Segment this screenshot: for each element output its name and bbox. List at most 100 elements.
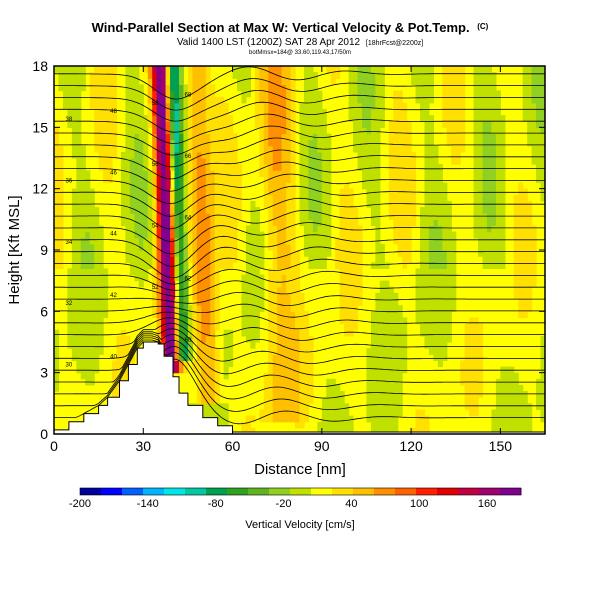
heat-cell — [89, 102, 95, 110]
heat-cell — [161, 84, 167, 92]
heat-cell — [527, 415, 533, 423]
heat-cell — [420, 292, 426, 300]
heat-cell — [375, 329, 381, 337]
heat-cell — [397, 158, 403, 165]
heat-cell — [482, 237, 488, 245]
heat-cell — [437, 317, 443, 325]
heat-cell — [205, 182, 211, 190]
heat-cell — [228, 231, 234, 239]
heat-cell — [286, 311, 292, 319]
heat-cell — [478, 323, 484, 331]
heat-cell — [464, 342, 470, 349]
heat-cell — [420, 274, 426, 282]
heat-cell — [540, 66, 545, 73]
heat-cell — [486, 151, 493, 159]
heat-cell — [76, 72, 82, 79]
heat-cell — [353, 213, 359, 220]
heat-cell — [361, 102, 368, 110]
heat-cell — [370, 121, 376, 128]
heat-cell — [170, 256, 176, 263]
heat-cell — [295, 299, 301, 306]
heat-cell — [286, 409, 292, 417]
heat-cell — [156, 250, 162, 257]
heat-cell — [424, 335, 430, 343]
heat-cell — [500, 176, 506, 184]
heat-cell — [192, 360, 198, 368]
heat-cell — [138, 176, 144, 184]
heat-cell — [152, 127, 158, 135]
heat-cell — [89, 243, 95, 251]
heat-cell — [527, 78, 533, 85]
heat-cell — [147, 78, 153, 85]
heat-cell — [161, 151, 167, 159]
heat-cell — [312, 213, 318, 220]
heat-cell — [424, 243, 430, 251]
heat-cell — [469, 403, 475, 411]
heat-cell — [366, 403, 372, 411]
heat-cell — [486, 243, 493, 251]
heat-cell — [495, 213, 501, 220]
heat-cell — [134, 213, 140, 220]
heat-cell — [277, 299, 283, 306]
heat-cell — [228, 127, 234, 135]
heat-cell — [384, 323, 390, 331]
heat-cell — [446, 317, 452, 325]
heat-cell — [187, 78, 193, 85]
heat-cell — [134, 72, 140, 79]
heat-cell — [174, 317, 180, 325]
heat-cell — [536, 66, 542, 73]
heat-cell — [504, 421, 510, 429]
heat-cell — [245, 329, 251, 337]
heat-cell — [348, 219, 354, 227]
heat-cell — [482, 182, 488, 190]
heat-cell — [531, 268, 537, 276]
heat-cell — [71, 292, 77, 300]
heat-cell — [237, 78, 243, 85]
heat-cell — [120, 158, 127, 165]
heat-cell — [486, 164, 493, 171]
heat-cell — [201, 96, 207, 104]
heat-cell — [531, 139, 537, 147]
heat-cell — [98, 145, 104, 153]
heat-cell — [317, 170, 323, 177]
heat-cell — [183, 299, 189, 306]
heat-cell — [76, 158, 82, 165]
heat-cell — [478, 115, 484, 122]
heat-cell — [143, 256, 149, 263]
heat-cell — [281, 115, 287, 122]
heat-cell — [192, 194, 198, 202]
heat-cell — [134, 250, 140, 257]
heat-cell — [223, 403, 229, 411]
heat-cell — [107, 139, 113, 147]
heat-cell — [120, 372, 127, 380]
heat-cell — [277, 323, 283, 331]
heat-cell — [277, 360, 283, 368]
heat-cell — [366, 391, 372, 398]
heat-cell — [393, 231, 399, 239]
heat-cell — [415, 66, 421, 73]
heat-cell — [402, 213, 408, 220]
heat-cell — [129, 200, 135, 208]
heat-cell — [388, 317, 394, 325]
heat-cell — [214, 243, 220, 251]
heat-cell — [469, 372, 475, 380]
heat-cell — [518, 243, 524, 251]
heat-cell — [518, 292, 524, 300]
heat-cell — [433, 256, 439, 263]
heat-cell — [196, 200, 202, 208]
heat-cell — [170, 66, 176, 73]
heat-cell — [178, 305, 185, 312]
heat-cell — [420, 323, 426, 331]
heat-cell — [138, 90, 144, 98]
heat-cell — [455, 78, 461, 85]
theta-contour-label: 44 — [110, 232, 117, 238]
heat-cell — [192, 366, 198, 374]
heat-cell — [183, 311, 189, 319]
heat-cell — [527, 280, 533, 288]
heat-cell — [433, 231, 439, 239]
heat-cell — [361, 72, 368, 79]
heat-cell — [152, 96, 158, 104]
heat-cell — [89, 323, 95, 331]
heat-cell — [522, 256, 528, 263]
heat-cell — [308, 397, 314, 404]
